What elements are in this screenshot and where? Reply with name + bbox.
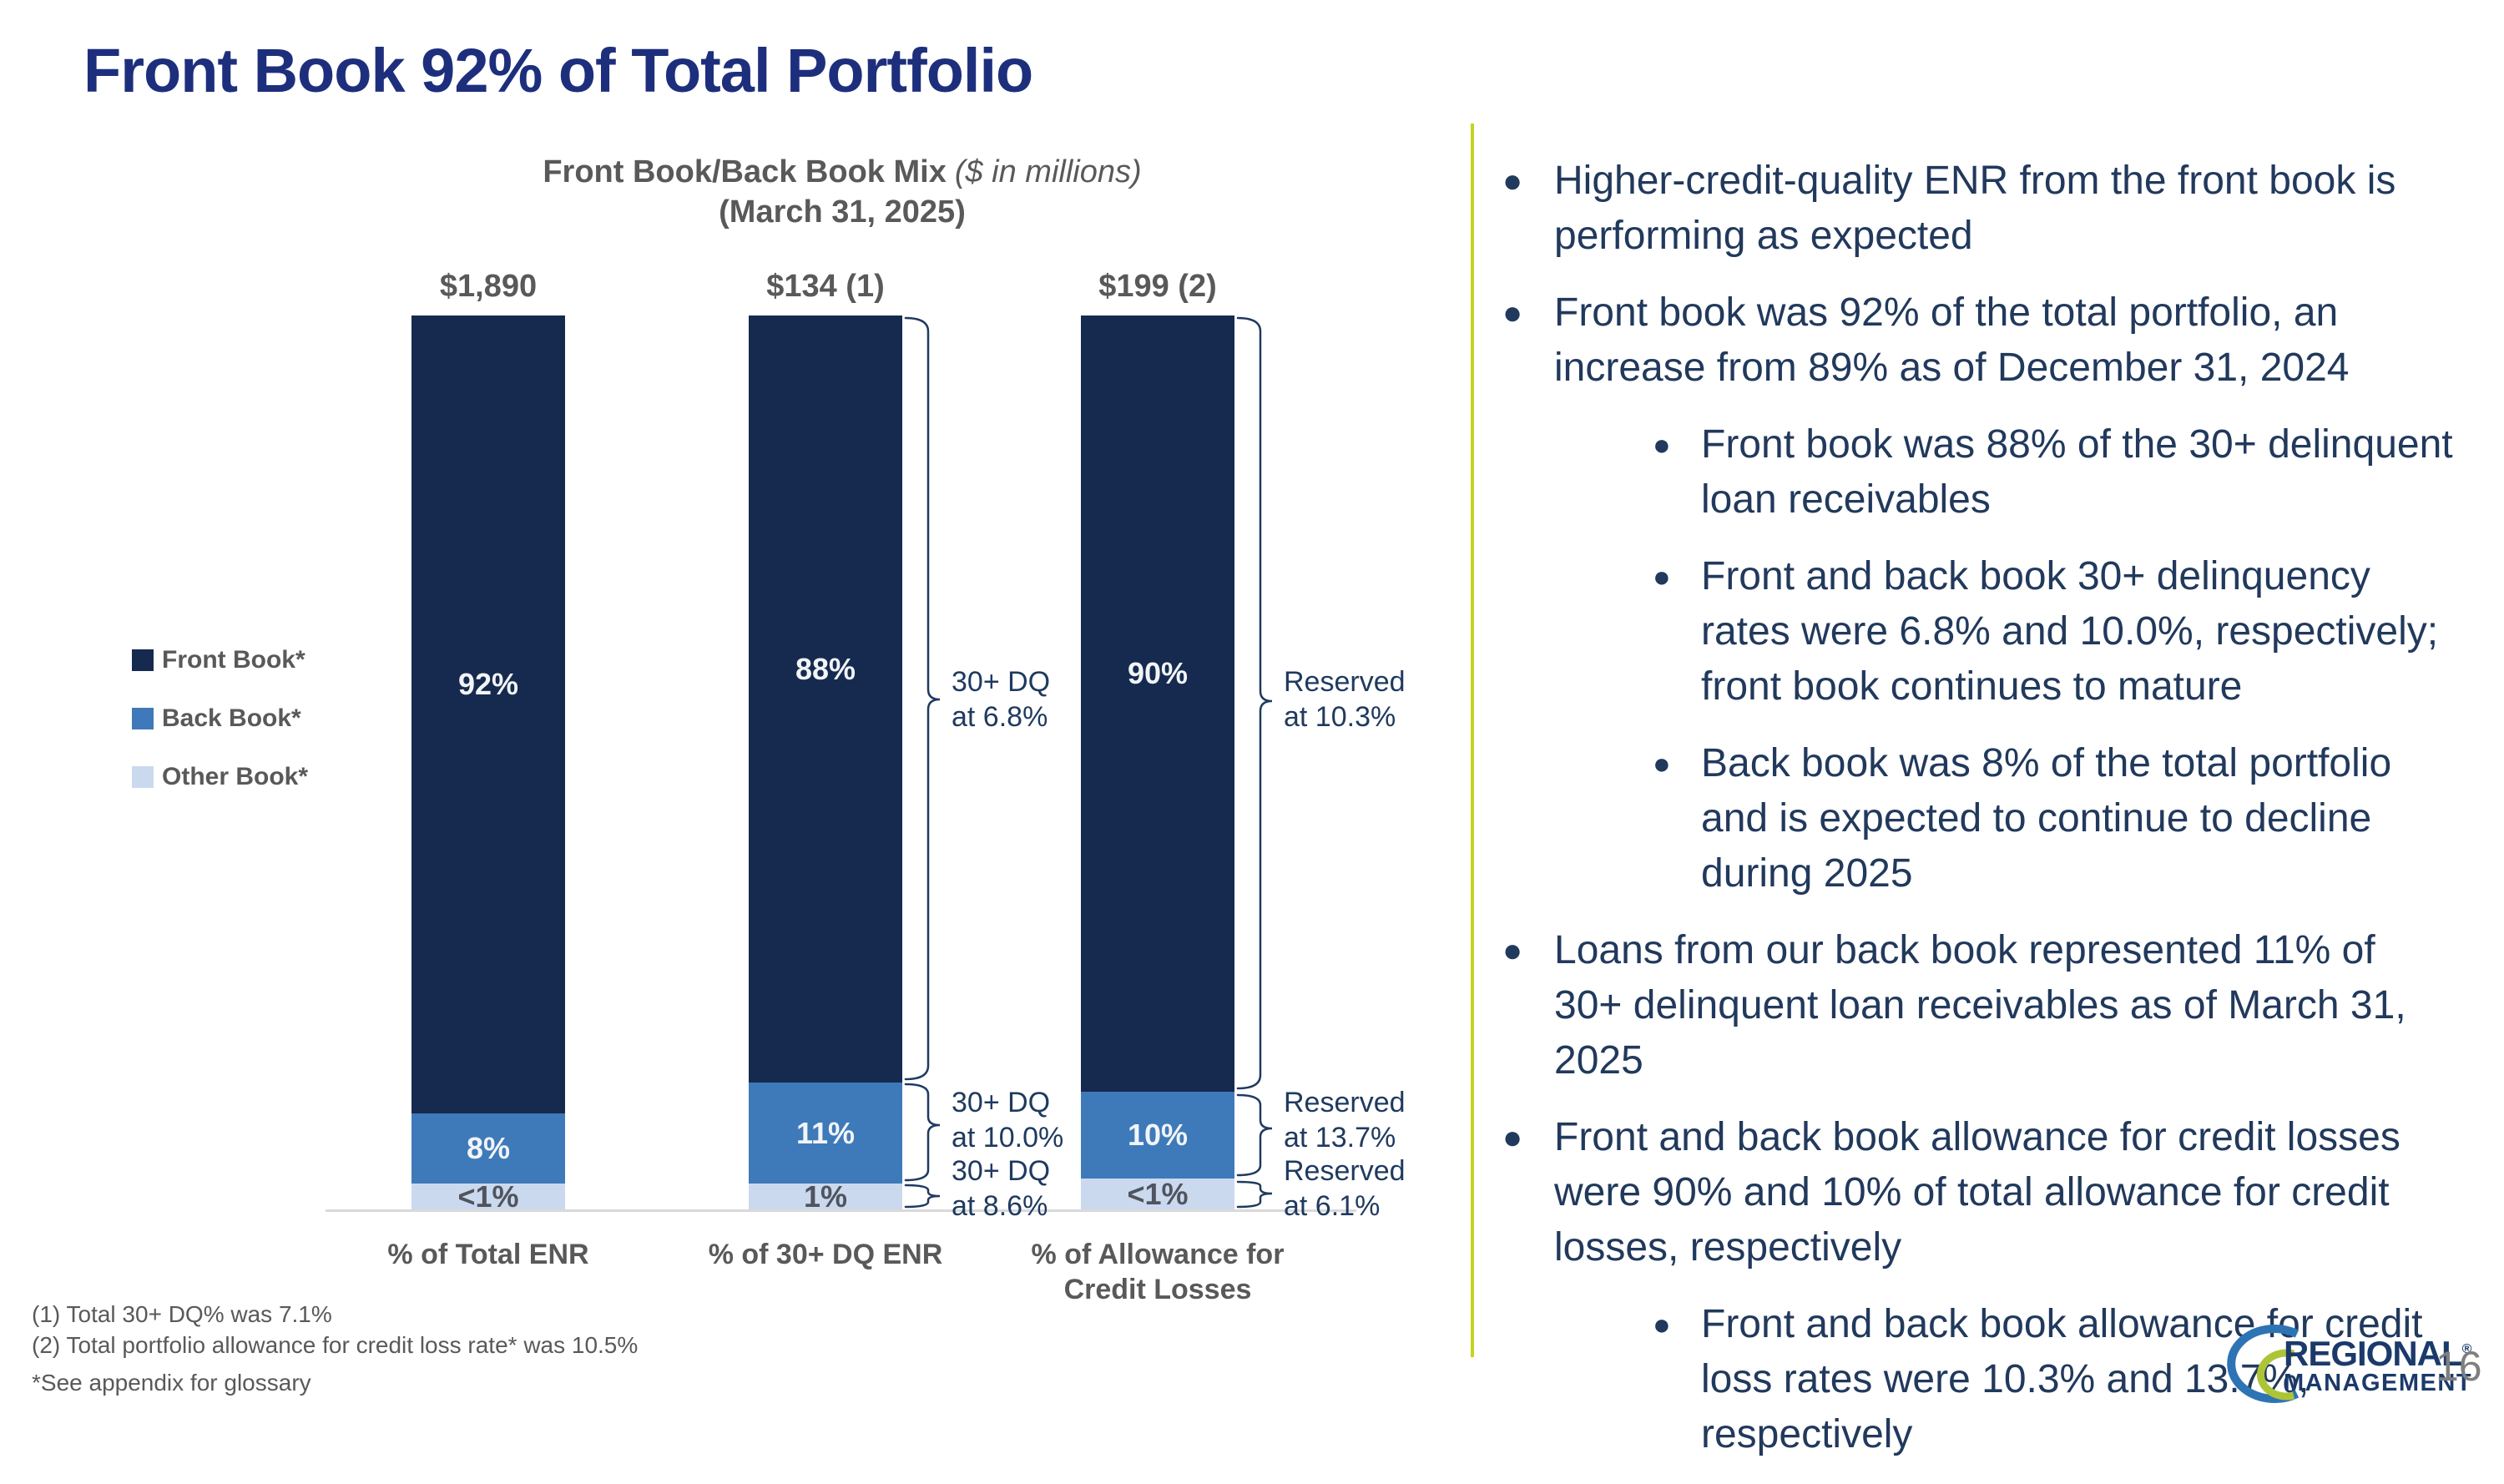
category-label-dq-enr: % of 30+ DQ ENR bbox=[708, 1239, 943, 1270]
bullet-icon: ● bbox=[1653, 559, 1671, 593]
footnotes: (1) Total 30+ DQ% was 7.1% (2) Total por… bbox=[32, 1299, 638, 1398]
legend-label: Front Book* bbox=[162, 646, 305, 674]
bullet-icon: ● bbox=[1502, 1119, 1523, 1156]
bullet-icon: ● bbox=[1653, 746, 1671, 780]
bar-total-dq: $134 (1) bbox=[766, 269, 885, 304]
legend-label: Back Book* bbox=[162, 704, 301, 732]
annotation-allow-front: Reserved at 10.3% bbox=[1284, 666, 1406, 733]
bar-segment-back-book: 11% bbox=[749, 1083, 902, 1184]
footnote-glossary: *See appendix for glossary bbox=[32, 1370, 311, 1396]
registered-mark: ® bbox=[2461, 1341, 2472, 1356]
bar-total-allowance: $199 (2) bbox=[1098, 269, 1217, 304]
legend-item-back-book: Back Book* bbox=[132, 704, 301, 733]
bar-segment-front-book: 88% bbox=[749, 315, 902, 1083]
chart-baseline bbox=[326, 1209, 1356, 1212]
bar-segment-other-book: <1% bbox=[1081, 1176, 1234, 1211]
page-title: Front Book 92% of Total Portfolio bbox=[83, 36, 1033, 105]
segment-value-label: 8% bbox=[466, 1131, 511, 1165]
bullet-icon: ● bbox=[1502, 932, 1523, 969]
segment-value-label: 88% bbox=[795, 651, 856, 686]
bullet-item: ● Higher-credit-quality ENR from the fro… bbox=[1502, 154, 2454, 264]
front-book-swatch-icon bbox=[132, 649, 154, 671]
bar-segment-other-book: 1% bbox=[749, 1179, 902, 1214]
annotation-allow-other: Reserved at 6.1% bbox=[1284, 1155, 1406, 1222]
segment-value-label: 11% bbox=[795, 1115, 856, 1150]
back-book-swatch-icon bbox=[132, 708, 154, 729]
segment-value-label: <1% bbox=[1127, 1176, 1189, 1211]
bullet-sub-item: ● Back book was 8% of the total portfoli… bbox=[1653, 736, 2454, 901]
bar-segment-front-book: 92% bbox=[411, 315, 565, 1113]
page-number: 16 bbox=[2436, 1343, 2482, 1390]
footnote-1: (1) Total 30+ DQ% was 7.1% bbox=[32, 1301, 332, 1327]
chart-title-units: ($ in millions) bbox=[954, 154, 1142, 189]
segment-value-label: 90% bbox=[1127, 656, 1189, 690]
category-label-allowance: % of Allowance for Credit Losses bbox=[1031, 1239, 1285, 1305]
segment-value-label: 10% bbox=[1127, 1118, 1189, 1152]
bar-segment-back-book: 10% bbox=[1081, 1092, 1234, 1179]
annotation-dq-front: 30+ DQ at 6.8% bbox=[952, 666, 1051, 733]
other-book-swatch-icon bbox=[132, 766, 154, 788]
bullet-icon: ● bbox=[1653, 1307, 1671, 1341]
segment-value-label: <1% bbox=[457, 1179, 519, 1214]
bar-segment-back-book: 8% bbox=[411, 1113, 565, 1184]
bullet-sub-item: ● Front book was 88% of the 30+ delinque… bbox=[1653, 417, 2454, 527]
stacked-bar-total-enr: 92% 8% <1% bbox=[411, 315, 565, 1214]
brace-allow-other bbox=[1236, 1180, 1273, 1209]
bullet-item: ● Front book was 92% of the total portfo… bbox=[1502, 285, 2454, 396]
category-label-total-enr: % of Total ENR bbox=[387, 1239, 589, 1270]
chart-title: Front Book/Back Book Mix ($ in millions) … bbox=[425, 152, 1260, 232]
legend-label: Other Book* bbox=[162, 763, 309, 790]
logo-text: REGIONAL® MANAGEMENT bbox=[2284, 1333, 2473, 1396]
brace-dq-back bbox=[904, 1083, 941, 1182]
stacked-bar-allowance: 90% 10% <1% bbox=[1081, 315, 1234, 1211]
footnote-2: (2) Total portfolio allowance for credit… bbox=[32, 1332, 639, 1358]
chart-subtitle: (March 31, 2025) bbox=[719, 194, 966, 230]
bullet-item: ● Loans from our back book represented 1… bbox=[1502, 923, 2454, 1088]
annotation-dq-back: 30+ DQ at 10.0% bbox=[952, 1087, 1064, 1153]
segment-value-label: 92% bbox=[457, 667, 519, 701]
legend-item-other-book: Other Book* bbox=[132, 763, 308, 791]
chart-title-text: Front Book/Back Book Mix bbox=[543, 154, 947, 189]
logo-swoosh-icon bbox=[2227, 1325, 2300, 1403]
brace-dq-other bbox=[904, 1184, 941, 1209]
vertical-divider bbox=[1471, 124, 1474, 1357]
bullet-icon: ● bbox=[1502, 295, 1523, 331]
brace-dq-front bbox=[904, 316, 941, 1081]
bullet-sub-item: ● Front and back book 30+ delinquency ra… bbox=[1653, 549, 2454, 714]
commentary-panel: ● Higher-credit-quality ENR from the fro… bbox=[1502, 154, 2454, 1484]
legend-item-front-book: Front Book* bbox=[132, 646, 305, 674]
bar-segment-front-book: 90% bbox=[1081, 315, 1234, 1092]
annotation-dq-other: 30+ DQ at 8.6% bbox=[952, 1155, 1051, 1222]
bar-total-enr: $1,890 bbox=[439, 269, 538, 304]
bullet-icon: ● bbox=[1653, 427, 1671, 462]
bullet-icon: ● bbox=[1502, 163, 1523, 199]
stacked-bar-dq-enr: 88% 11% 1% bbox=[749, 315, 902, 1214]
company-logo: REGIONAL® MANAGEMENT bbox=[2210, 1324, 2472, 1404]
bar-segment-other-book: <1% bbox=[411, 1179, 565, 1214]
brace-allow-front bbox=[1236, 316, 1273, 1090]
brace-allow-back bbox=[1236, 1093, 1273, 1177]
annotation-allow-back: Reserved at 13.7% bbox=[1284, 1087, 1406, 1153]
bullet-item: ● Front and back book allowance for cred… bbox=[1502, 1110, 2454, 1275]
segment-value-label: 1% bbox=[803, 1179, 848, 1214]
